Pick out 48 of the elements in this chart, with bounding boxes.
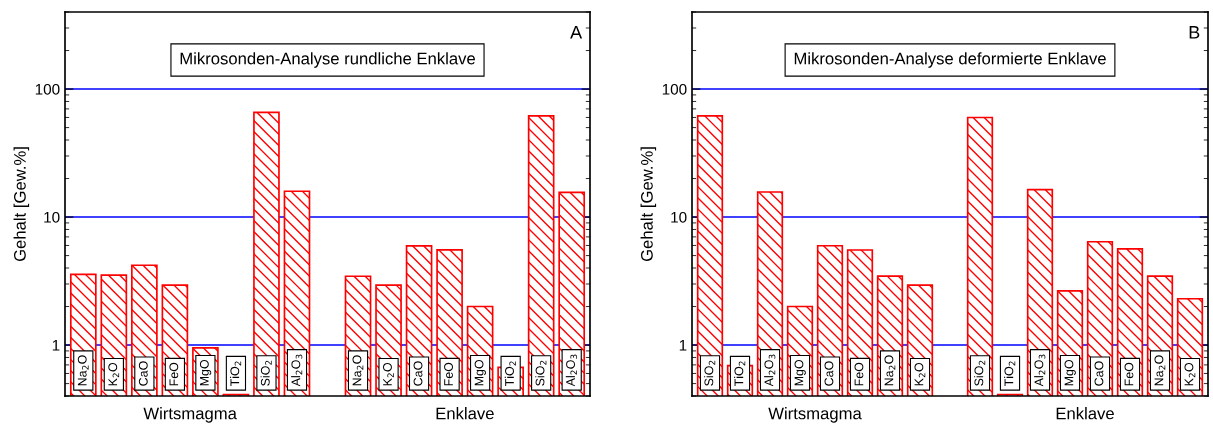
x-tick-label: MgO [199, 359, 212, 386]
x-tick-label: Na$_{2}$O [352, 355, 364, 386]
x-tick-label: Al$_{2}$O$_{3}$ [1034, 354, 1046, 387]
text: Mikrosonden-Analyse rundliche Enklave [180, 52, 475, 68]
x-tick-label: FeO [444, 362, 453, 386]
x-tick-label: TiO$_{2}$ [504, 361, 516, 387]
y-tick-label: 1 [52, 340, 60, 351]
x-tick-label: Na$_{2}$O [884, 355, 896, 386]
y-tick-label: 100 [35, 83, 60, 95]
text: Mikrosonden-Analyse deformierte Enklave [794, 52, 1106, 68]
x-tick-label: CaO [1094, 361, 1104, 386]
y-tick-label: 10 [44, 211, 60, 223]
x-tick-label: Al$_{2}$O$_{3}$ [764, 354, 776, 387]
text: B [1189, 26, 1200, 39]
x-tick-label: SiO$_{2}$ [704, 360, 716, 386]
text: A [570, 26, 583, 39]
x-tick-label: MgO [474, 359, 486, 386]
text: Enklave [436, 407, 494, 420]
x-tick-label: K$_{2}$O [914, 362, 926, 386]
y-tick-label: 100 [662, 83, 687, 95]
x-tick-label: K$_{2}$O [108, 362, 120, 386]
x-tick-label: Na$_{2}$O [1154, 355, 1166, 386]
x-tick-label: K$_{2}$O [383, 362, 394, 386]
x-tick-label: SiO$_{2}$ [535, 360, 547, 386]
y-axis-title: Gehalt [Gew.%] [13, 147, 30, 262]
x-tick-label: FeO [169, 362, 179, 386]
x-tick-label: MgO [1064, 359, 1076, 386]
x-tick-label: TiO$_{2}$ [230, 361, 242, 387]
x-tick-label: SiO$_{2}$ [974, 360, 986, 386]
x-tick-label: MgO [794, 359, 806, 386]
text: Wirtsmagma [768, 407, 862, 423]
x-tick-label: SiO$_{2}$ [260, 360, 272, 386]
x-tick-label: CaO [824, 361, 834, 386]
x-tick-label: Na$_{2}$O [77, 355, 89, 386]
x-tick-label: Al$_{2}$O$_{3}$ [565, 354, 578, 387]
x-tick-label: CaO [413, 361, 423, 386]
x-tick-label: K$_{2}$O [1184, 362, 1196, 386]
x-tick-label: TiO$_{2}$ [734, 361, 746, 387]
y-axis-title: Gehalt [Gew.%] [640, 147, 657, 262]
x-tick-label: FeO [1124, 362, 1134, 386]
x-tick-label: CaO [138, 361, 148, 386]
x-tick-label: FeO [854, 362, 864, 386]
y-tick-label: 1 [679, 340, 687, 351]
x-tick-label: Al$_{2}$O$_{3}$ [291, 354, 303, 387]
y-tick-label: 10 [671, 211, 687, 223]
text: Wirtsmagma [143, 407, 237, 423]
x-tick-label: TiO$_{2}$ [1004, 361, 1016, 387]
text: Enklave [1056, 407, 1114, 420]
